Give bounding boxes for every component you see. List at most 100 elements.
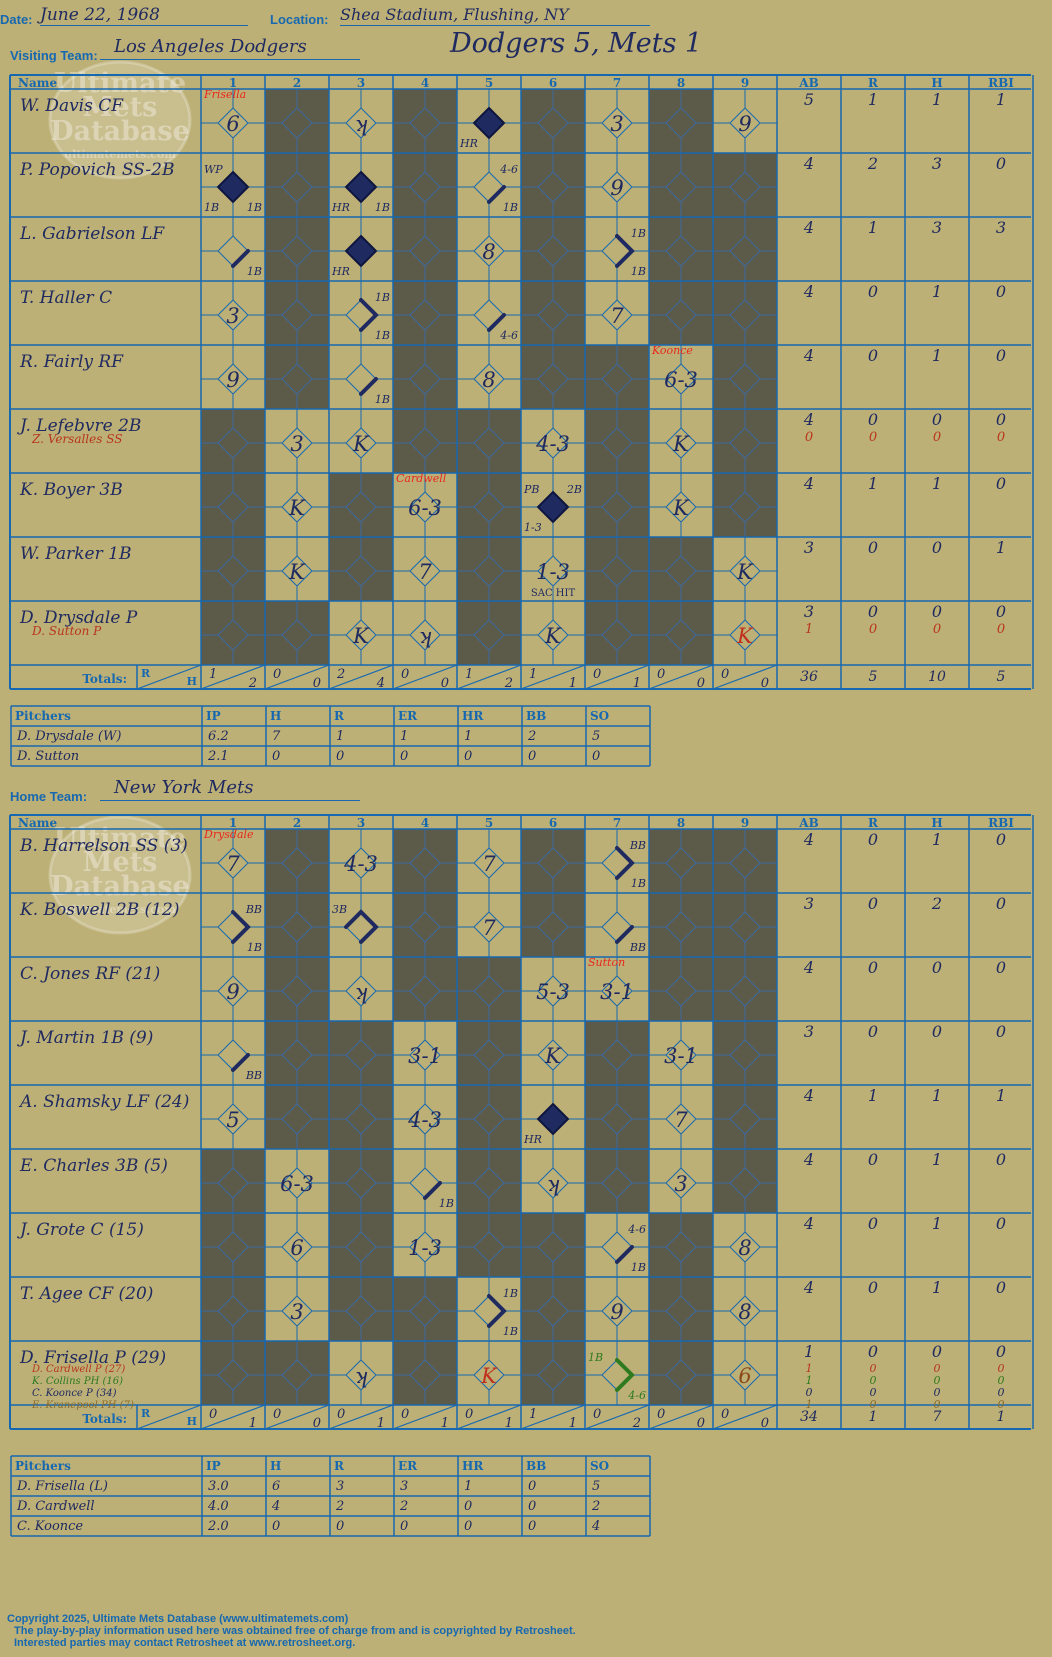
inning-hits: 0 <box>761 1416 769 1431</box>
play-result: ʞ <box>419 624 432 648</box>
stat-header-h: H <box>931 76 942 90</box>
play-note: 1B <box>631 1261 646 1274</box>
inning-runs: 0 <box>273 1407 281 1422</box>
pitchers-grid: Pitchers IP H R ER HR BB SOD. Drysdale (W) 6.2 7 1… <box>10 705 651 767</box>
play-note: 1B <box>631 265 646 278</box>
base-diamond <box>473 171 505 203</box>
batter-r: 0 <box>868 894 878 913</box>
batter-r: 0 <box>868 958 878 977</box>
play-result: ʞ <box>355 1364 368 1388</box>
substitute-ab: 0 <box>805 430 813 445</box>
run-scored-diamond <box>536 1102 570 1136</box>
play-result: K <box>480 1364 498 1388</box>
base-path <box>615 1245 634 1264</box>
totals-slash <box>648 664 714 690</box>
inning-hits: 1 <box>377 1416 385 1431</box>
pitcher-column-header: HR <box>462 709 484 723</box>
pitchers-grid: Pitchers IP H R ER HR BB SOD. Frisella (L) 3.0 6 3… <box>10 1455 651 1537</box>
inning-runs: 0 <box>337 1407 345 1422</box>
watermark-text: Database <box>50 871 190 902</box>
pitcher-ip: 6.2 <box>208 729 229 744</box>
inning-runs: 1 <box>209 667 217 682</box>
inning-runs: 0 <box>657 1407 665 1422</box>
pitcher-hr: 0 <box>464 1499 472 1514</box>
base-path <box>615 925 634 944</box>
inning-header-3: 3 <box>357 76 365 90</box>
base-diamond <box>473 299 505 331</box>
play-result: 7 <box>482 852 496 876</box>
batter-name: W. Davis CF <box>20 96 124 116</box>
substitute-name: K. Collins PH (16) <box>31 1376 123 1387</box>
totals-r-label: R <box>141 1407 151 1420</box>
batter-r: 0 <box>868 538 878 557</box>
watermark-logo <box>48 815 192 935</box>
batter-ab: 4 <box>803 346 814 365</box>
play-note: 4-6 <box>499 329 518 342</box>
inning-hits: 2 <box>504 676 513 691</box>
play-note: 1B <box>375 393 390 406</box>
totals-slash <box>456 1404 522 1430</box>
pitcher-so: 5 <box>592 729 600 744</box>
play-result: K <box>544 624 562 648</box>
play-result: 7 <box>226 852 240 876</box>
play-result: 3 <box>226 304 239 328</box>
base-diamond <box>601 847 633 879</box>
total-rbi: 1 <box>997 1409 1006 1425</box>
inning-runs: 0 <box>209 1407 217 1422</box>
batter-ab: 4 <box>803 1150 814 1169</box>
pitcher-name: D. Drysdale (W) <box>16 729 121 744</box>
batter-h: 1 <box>932 90 942 109</box>
batter-h: 1 <box>932 1278 942 1297</box>
inning-hits: 4 <box>376 676 385 691</box>
inning-hits: 0 <box>697 676 705 691</box>
inning-hits: 1 <box>569 676 577 691</box>
inning-runs: 0 <box>593 1407 601 1422</box>
batter-ab: 3 <box>804 1022 814 1041</box>
inning-header-3: 3 <box>357 816 365 830</box>
total-ab: 34 <box>800 1409 818 1425</box>
pitcher-column-header: R <box>334 709 345 723</box>
totals-label: Totals: <box>82 672 127 686</box>
base-path <box>487 1294 507 1328</box>
pitcher-h: 0 <box>272 749 280 764</box>
footer-contact: Interested parties may contact Retroshee… <box>14 1637 356 1649</box>
base-path <box>487 313 506 332</box>
inning-runs: 1 <box>465 667 473 682</box>
batter-h: 1 <box>932 282 942 301</box>
pitcher-bb: 0 <box>528 1479 536 1494</box>
batter-rbi: 1 <box>996 90 1006 109</box>
inning-header-7: 7 <box>613 816 621 830</box>
inning-hits: 0 <box>761 676 769 691</box>
pitcher-hr: 0 <box>464 749 472 764</box>
pitching-change-note: Cardwell <box>396 472 447 485</box>
play-result: 1-3 <box>536 560 570 584</box>
play-result: 7 <box>610 304 624 328</box>
pitching-change-note: Sutton <box>588 956 625 969</box>
play-note: 4-6 <box>627 1389 646 1402</box>
batter-ab: 4 <box>803 1278 814 1297</box>
play-result: 6 <box>226 112 239 136</box>
substitute-h: 0 <box>934 1386 941 1399</box>
pitching-change-note: Koonce <box>651 344 693 357</box>
batter-h: 0 <box>932 1342 942 1361</box>
inning-runs: 0 <box>721 1407 729 1422</box>
totals-slash <box>712 1404 778 1430</box>
play-result: 4-3 <box>535 432 570 456</box>
game-result: Dodgers 5, Mets 1 <box>450 28 703 59</box>
location: Shea Stadium, Flushing, NY <box>340 5 650 26</box>
pitcher-column-header: H <box>270 1459 281 1473</box>
pitcher-bb: 2 <box>527 729 536 744</box>
inning-hits: 0 <box>441 676 449 691</box>
batter-h: 1 <box>932 1086 942 1105</box>
play-result: 8 <box>738 1300 751 1324</box>
play-result: 7 <box>482 916 496 940</box>
totals-slash <box>200 664 266 690</box>
play-result: 5 <box>226 1108 239 1132</box>
batter-name: K. Boyer 3B <box>19 480 123 500</box>
play-note: 1B <box>247 265 262 278</box>
totals-slash <box>328 1404 394 1430</box>
base-path <box>231 1053 250 1072</box>
base-diamond <box>217 1039 249 1071</box>
pitcher-column-header: IP <box>206 709 221 723</box>
